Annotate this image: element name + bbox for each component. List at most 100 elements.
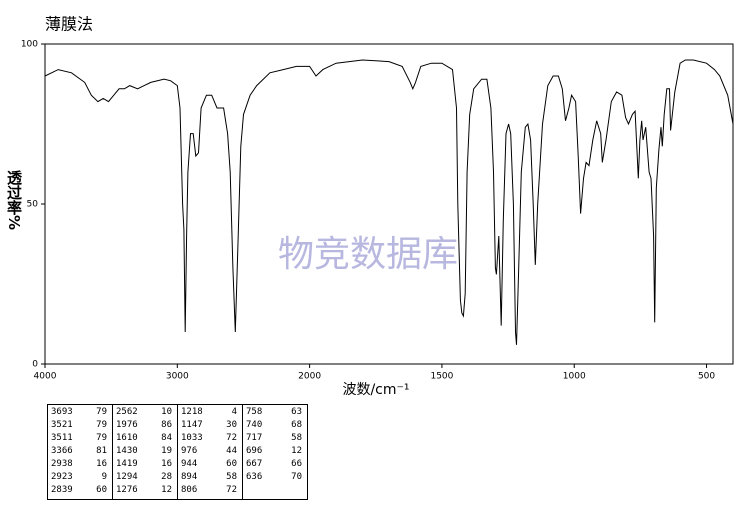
wavenumber: 2938 <box>51 459 73 469</box>
x-axis-label: 波数/cm⁻¹ <box>342 382 409 398</box>
transmittance: 30 <box>226 420 237 430</box>
table-column: 2562 10 1976 86 1610 84 1430 19 1419 16 1294 28 1276… <box>112 404 178 500</box>
table-row: 1419 16 <box>116 458 177 471</box>
wavenumber: 696 <box>246 446 263 456</box>
x-tick-label: 2000 <box>298 372 321 382</box>
transmittance: 63 <box>291 407 302 417</box>
wavenumber: 717 <box>246 433 263 443</box>
wavenumber: 3521 <box>51 420 73 430</box>
transmittance: 68 <box>291 420 302 430</box>
wavenumber: 1430 <box>116 446 138 456</box>
table-row: 1218 4 <box>181 406 242 419</box>
wavenumber: 894 <box>181 472 198 482</box>
transmittance: 70 <box>291 472 302 482</box>
y-tick-label: 50 <box>27 200 39 210</box>
table-row: 944 60 <box>181 458 242 471</box>
transmittance: 19 <box>161 446 172 456</box>
x-tick-label: 500 <box>698 372 715 382</box>
table-row: 2562 10 <box>116 406 177 419</box>
transmittance: 84 <box>161 433 172 443</box>
transmittance: 72 <box>226 433 237 443</box>
wavenumber: 2839 <box>51 485 73 495</box>
transmittance: 10 <box>161 407 172 417</box>
transmittance: 12 <box>161 485 172 495</box>
wavenumber: 1610 <box>116 433 138 443</box>
wavenumber: 944 <box>181 459 198 469</box>
peak-table: 3693 79 3521 79 3511 79 3366 81 2938 16 2923 9 2839 6… <box>47 404 308 500</box>
table-row: 806 72 <box>181 484 242 497</box>
transmittance: 58 <box>226 472 237 482</box>
table-row: 1976 86 <box>116 419 177 432</box>
x-tick-label: 1500 <box>430 372 453 382</box>
wavenumber: 3693 <box>51 407 73 417</box>
wavenumber: 1419 <box>116 459 138 469</box>
wavenumber: 1033 <box>181 433 203 443</box>
transmittance: 16 <box>161 459 172 469</box>
table-row: 740 68 <box>246 419 307 432</box>
y-axis-label: 透过率% <box>5 170 23 230</box>
table-row: 1033 72 <box>181 432 242 445</box>
chart-title: 薄膜法 <box>45 15 93 34</box>
transmittance: 79 <box>96 407 107 417</box>
transmittance: 28 <box>161 472 172 482</box>
table-row: 894 58 <box>181 471 242 484</box>
wavenumber: 636 <box>246 472 263 482</box>
transmittance: 12 <box>291 446 302 456</box>
wavenumber: 976 <box>181 446 198 456</box>
wavenumber: 3366 <box>51 446 73 456</box>
table-column: 758 63 740 68 717 58 696 12 667 66 636 70 <box>242 404 308 500</box>
transmittance: 79 <box>96 433 107 443</box>
wavenumber: 806 <box>181 485 198 495</box>
y-tick-label: 0 <box>32 360 38 370</box>
table-row: 1294 28 <box>116 471 177 484</box>
transmittance: 72 <box>226 485 237 495</box>
transmittance: 60 <box>96 485 107 495</box>
transmittance: 86 <box>161 420 172 430</box>
table-row: 1147 30 <box>181 419 242 432</box>
table-row: 758 63 <box>246 406 307 419</box>
wavenumber: 1276 <box>116 485 138 495</box>
wavenumber: 667 <box>246 459 263 469</box>
table-row: 3511 79 <box>51 432 112 445</box>
plot-frame <box>44 43 734 365</box>
x-tick-label: 4000 <box>34 372 57 382</box>
transmittance: 16 <box>96 459 107 469</box>
wavenumber: 758 <box>246 407 263 417</box>
table-row: 976 44 <box>181 445 242 458</box>
wavenumber: 1294 <box>116 472 138 482</box>
table-row: 1610 84 <box>116 432 177 445</box>
table-column: 3693 79 3521 79 3511 79 3366 81 2938 16 2923 9 2839 6… <box>47 404 113 500</box>
table-column: 1218 4 1147 30 1033 72 976 44 944 60 894 58 806 72 <box>177 404 243 500</box>
transmittance: 58 <box>291 433 302 443</box>
table-row: 3521 79 <box>51 419 112 432</box>
transmittance: 9 <box>101 472 107 482</box>
transmittance: 66 <box>291 459 302 469</box>
transmittance: 81 <box>96 446 107 456</box>
table-row: 2839 60 <box>51 484 112 497</box>
table-row: 696 12 <box>246 445 307 458</box>
table-row: 2923 9 <box>51 471 112 484</box>
y-tick-label: 100 <box>21 40 38 50</box>
wavenumber: 1147 <box>181 420 203 430</box>
wavenumber: 2923 <box>51 472 73 482</box>
wavenumber: 740 <box>246 420 263 430</box>
transmittance: 79 <box>96 420 107 430</box>
wavenumber: 3511 <box>51 433 73 443</box>
watermark: 物竞数据库 <box>278 234 458 275</box>
x-tick-label: 3000 <box>166 372 189 382</box>
table-row: 2938 16 <box>51 458 112 471</box>
wavenumber: 2562 <box>116 407 138 417</box>
wavenumber: 1976 <box>116 420 138 430</box>
table-row: 3693 79 <box>51 406 112 419</box>
chart: 薄膜法 物竞数据库 透过率% 波数/cm⁻¹ 0 50 100 4000 3000 200… <box>5 15 734 398</box>
transmittance: 44 <box>226 446 237 456</box>
table-row: 3366 81 <box>51 445 112 458</box>
transmittance: 60 <box>226 459 237 469</box>
table-row: 717 58 <box>246 432 307 445</box>
table-row: 1430 19 <box>116 445 177 458</box>
table-row: 636 70 <box>246 471 307 484</box>
x-tick-label: 1000 <box>563 372 586 382</box>
table-row: 1276 12 <box>116 484 177 497</box>
transmittance: 4 <box>231 407 237 417</box>
